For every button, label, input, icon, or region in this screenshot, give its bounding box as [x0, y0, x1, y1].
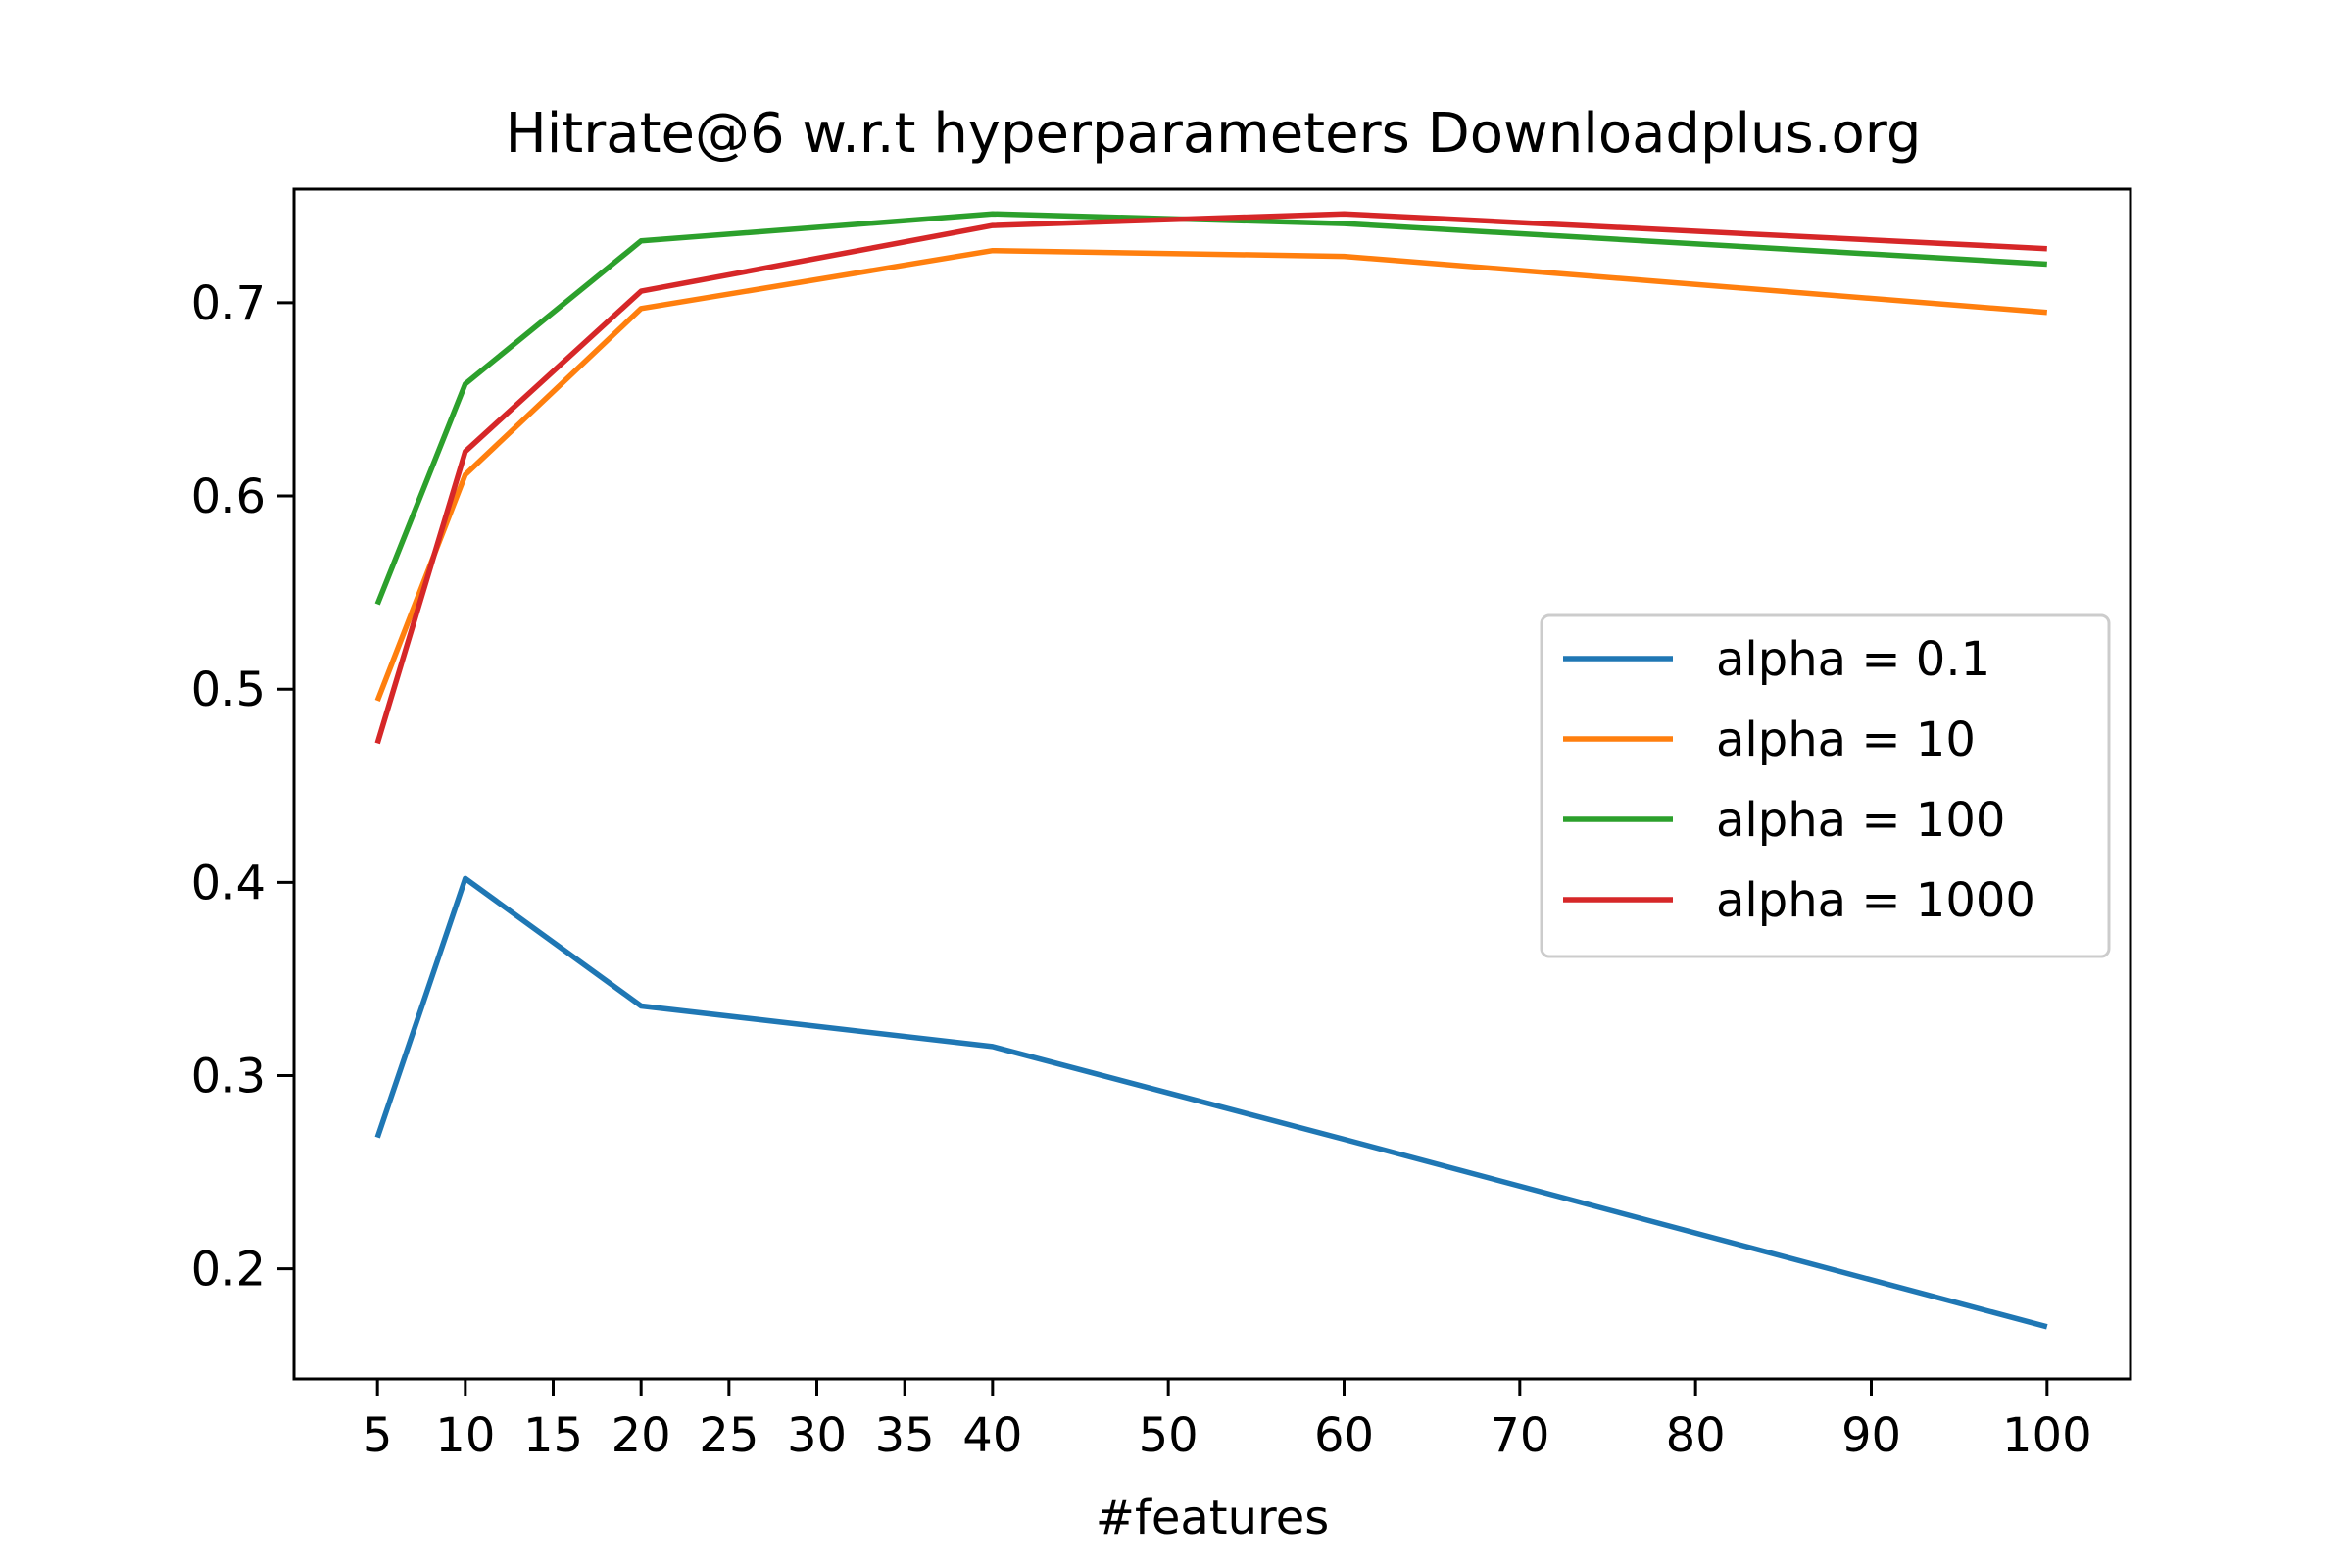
- x-tick-label: 80: [1666, 1408, 1726, 1463]
- y-axis: 0.2 0.3 0.4 0.5 0.6 0.7: [191, 276, 294, 1298]
- y-tick-label: 0.5: [191, 662, 266, 717]
- x-tick-label: 90: [1841, 1408, 1901, 1463]
- x-tick-label: 40: [962, 1408, 1022, 1463]
- x-tick-label: 5: [363, 1408, 393, 1463]
- series-line-0: [374, 875, 2048, 1330]
- legend-box: [1540, 613, 2111, 958]
- axes-frame: [292, 187, 2132, 1381]
- y-tick-label: 0.3: [191, 1049, 266, 1103]
- x-axis: 5 10 15 20 25 30 35 40 50 60 70 80 90 100: [363, 1379, 2092, 1463]
- x-tick-label: 30: [787, 1408, 847, 1463]
- plot-area: [374, 211, 2048, 1330]
- series-line-3: [374, 211, 2047, 745]
- x-tick-label: 60: [1314, 1408, 1374, 1463]
- legend-label: alpha = 0.1: [1716, 632, 1990, 687]
- series-line-1: [374, 247, 2048, 702]
- legend-label: alpha = 100: [1716, 793, 2005, 848]
- y-tick-label: 0.7: [191, 276, 266, 331]
- x-tick-label: 100: [2002, 1408, 2092, 1463]
- x-tick-label: 35: [875, 1408, 935, 1463]
- series-line-2: [374, 211, 2047, 606]
- y-tick-label: 0.2: [191, 1243, 266, 1298]
- x-axis-label: #features: [1096, 1491, 1330, 1545]
- x-tick-label: 70: [1490, 1408, 1549, 1463]
- chart-title: Hitrate@6 w.r.t hyperparameters Download…: [506, 102, 1922, 166]
- y-tick-label: 0.4: [191, 856, 266, 910]
- x-tick-label: 20: [612, 1408, 671, 1463]
- legend-label: alpha = 1000: [1716, 873, 2035, 928]
- y-tick-label: 0.6: [191, 469, 266, 524]
- x-tick-label: 50: [1139, 1408, 1199, 1463]
- legend: alpha = 0.1 alpha = 10 alpha = 100 alpha = …: [1540, 613, 2111, 958]
- legend-label: alpha = 10: [1716, 712, 1976, 767]
- x-tick-label: 15: [523, 1408, 583, 1463]
- x-tick-label: 25: [699, 1408, 759, 1463]
- x-tick-label: 10: [435, 1408, 495, 1463]
